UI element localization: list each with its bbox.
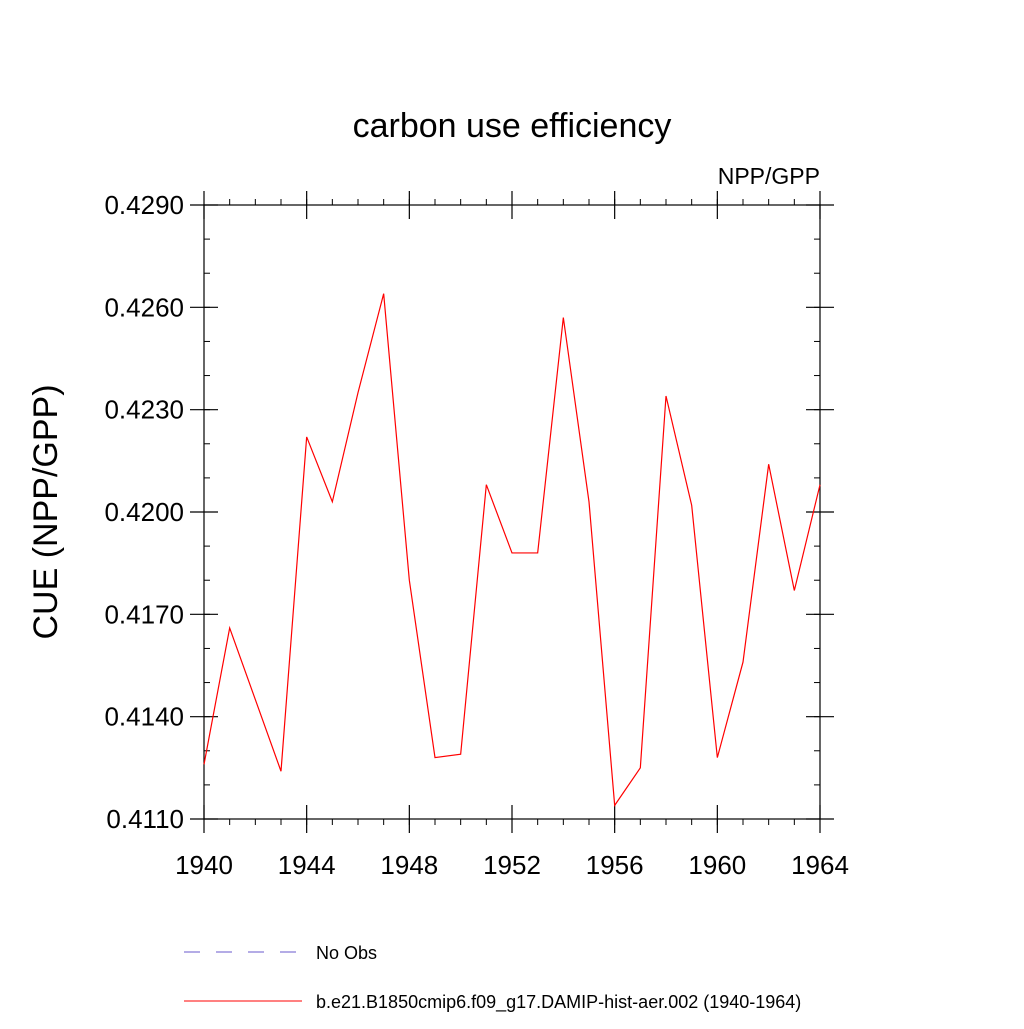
y-tick-label: 0.4140 — [104, 702, 184, 732]
x-tick-label: 1956 — [586, 850, 644, 880]
legend-label: No Obs — [316, 943, 377, 963]
x-tick-label: 1960 — [688, 850, 746, 880]
x-tick-label: 1948 — [380, 850, 438, 880]
series-group — [203, 293, 821, 808]
y-tick-label: 0.4170 — [104, 599, 184, 629]
x-tick-label: 1964 — [791, 850, 849, 880]
legend-label: b.e21.B1850cmip6.f09_g17.DAMIP-hist-aer.… — [316, 992, 801, 1013]
y-tick-label: 0.4230 — [104, 395, 184, 425]
axes: 0.4110 0.4140 0.4170 0.4200 0.4230 0.4260 0.42… — [104, 190, 848, 880]
plot-frame — [203, 204, 821, 820]
x-tick-label: 1944 — [278, 850, 336, 880]
chart-subtitle: NPP/GPP — [718, 163, 820, 189]
y-tick-label: 0.4260 — [104, 292, 184, 322]
x-tick-label: 1952 — [483, 850, 541, 880]
legend: No Obs b.e21.B1850cmip6.f09_g17.DAMIP-his… — [184, 943, 801, 1013]
y-axis-label: CUE (NPP/GPP) — [27, 384, 65, 639]
chart-title: carbon use efficiency — [353, 107, 672, 145]
x-tick-label: 1940 — [175, 850, 233, 880]
y-tick-label: 0.4290 — [104, 190, 184, 220]
y-tick-label: 0.4110 — [106, 804, 184, 834]
series-line — [203, 293, 821, 808]
y-tick-label: 0.4200 — [104, 497, 184, 527]
